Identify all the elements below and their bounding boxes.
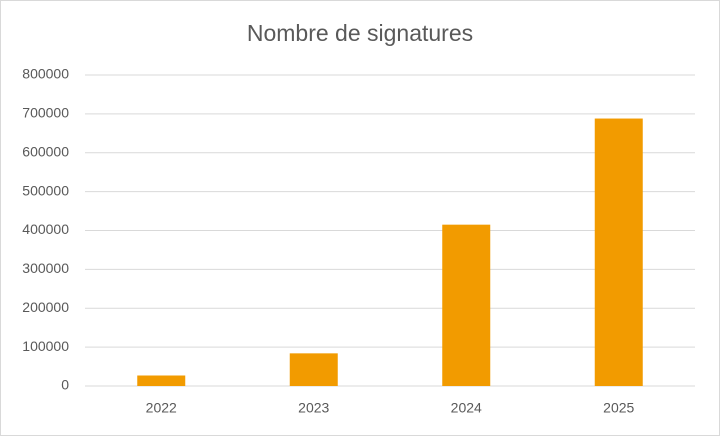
bar [442,224,491,386]
y-tick-label: 100000 [22,338,69,354]
y-tick-label: 500000 [22,182,69,198]
x-tick-label: 2024 [451,400,482,416]
chart-title: Nombre de signatures [247,20,473,46]
y-tick-label: 0 [61,377,69,393]
bar [137,375,186,386]
y-tick-label: 700000 [22,105,69,121]
bar [289,353,338,386]
y-tick-label: 200000 [22,299,69,315]
x-tick-label: 2022 [146,400,177,416]
bar [594,118,643,386]
y-tick-label: 400000 [22,221,69,237]
y-tick-label: 300000 [22,260,69,276]
y-tick-label: 800000 [22,66,69,82]
y-tick-label: 600000 [22,143,69,159]
x-tick-label: 2025 [603,400,634,416]
x-tick-label: 2023 [298,400,329,416]
